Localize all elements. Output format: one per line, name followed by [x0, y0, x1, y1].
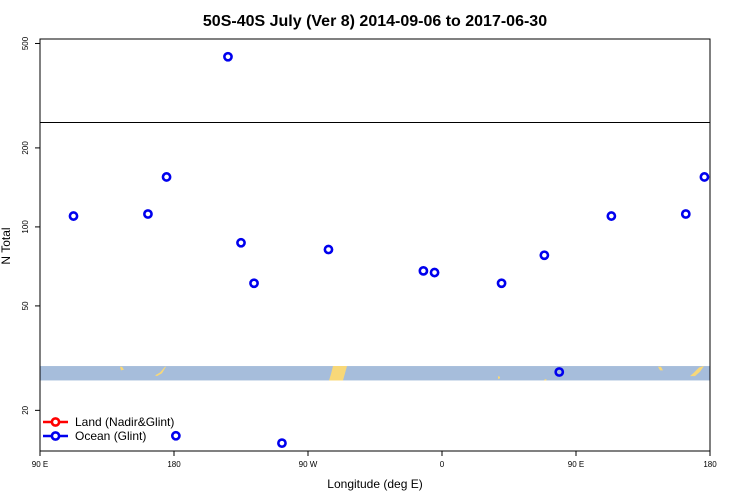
x-tick-label-0: 90 E: [32, 460, 48, 469]
data-point: [223, 51, 233, 62]
data-point: [277, 438, 287, 449]
map-land-0: [120, 366, 124, 371]
data-point: [68, 211, 79, 221]
x-tick-label-5: 180: [703, 460, 717, 469]
map-land-1: [155, 366, 166, 377]
data-point: [496, 278, 507, 289]
map-land-5: [658, 366, 663, 371]
x-axis: 90 E 180 90 W 0 90 E 180: [32, 451, 717, 469]
y-tick-label-1: 50: [21, 301, 30, 310]
x-axis-label: Longitude (deg E): [327, 477, 422, 491]
data-point: [249, 278, 259, 289]
data-point: [699, 172, 710, 182]
data-point: [606, 211, 617, 221]
data-point: [143, 209, 153, 219]
map-land-6: [690, 366, 704, 377]
data-point: [170, 430, 181, 441]
legend: Land (Nadir&Glint)Ocean (Glint): [43, 415, 174, 443]
map-land-4: [544, 379, 547, 381]
legend-marker-0: [50, 417, 61, 427]
y-tick-label-3: 200: [21, 141, 30, 155]
x-tick-label-4: 90 E: [568, 460, 584, 469]
data-point: [429, 267, 440, 278]
y-axis: 20 50 100 200 500: [21, 36, 40, 415]
x-tick-label-1: 180: [167, 460, 181, 469]
map-band: [40, 366, 710, 381]
map-land-2: [329, 366, 347, 381]
data-point: [680, 209, 691, 219]
map-ocean: [40, 366, 710, 381]
data-points: [68, 51, 710, 449]
data-point: [323, 244, 334, 255]
data-point: [554, 367, 565, 377]
data-point: [236, 237, 246, 248]
y-tick-label-2: 100: [21, 220, 30, 234]
legend-marker-1: [50, 431, 61, 441]
legend-label-1: Ocean (Glint): [75, 429, 146, 443]
y-axis-label: N Total: [0, 227, 13, 264]
data-point: [539, 250, 550, 261]
x-tick-label-3: 0: [440, 460, 445, 469]
chart-title: 50S-40S July (Ver 8) 2014-09-06 to 2017-…: [203, 13, 547, 30]
x-tick-label-2: 90 W: [299, 460, 318, 469]
data-point: [418, 265, 429, 276]
plot-frame: [39, 38, 711, 452]
map-land-3: [498, 376, 500, 380]
y-tick-label-4: 500: [21, 36, 30, 50]
y-tick-label-0: 20: [21, 405, 30, 414]
data-point: [161, 172, 172, 182]
legend-label-0: Land (Nadir&Glint): [75, 415, 174, 429]
